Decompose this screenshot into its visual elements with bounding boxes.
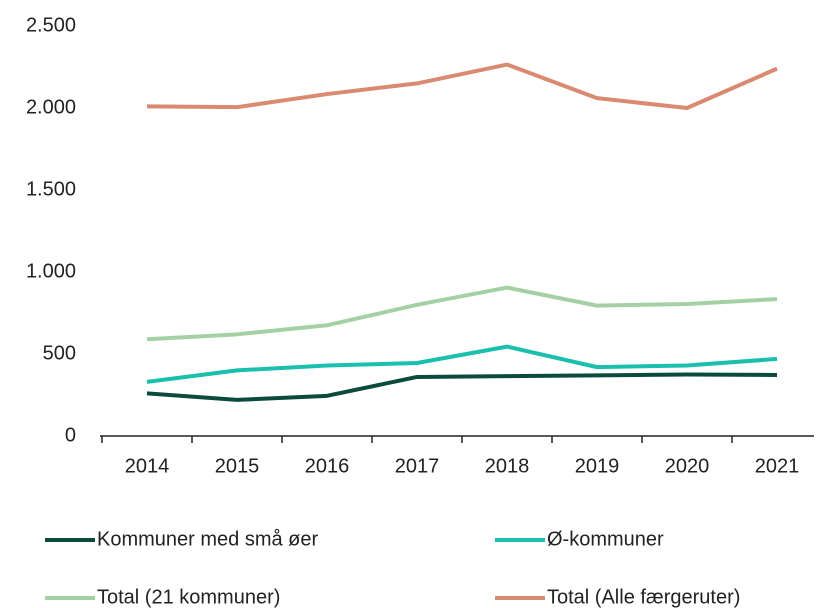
- x-tick-label: 2014: [125, 455, 170, 477]
- y-tick-label: 1.000: [26, 260, 76, 282]
- x-tick-label: 2017: [395, 455, 440, 477]
- legend-label: Kommuner med små øer: [97, 528, 319, 550]
- x-tick-label: 2019: [575, 455, 620, 477]
- series-line: [146, 344, 778, 384]
- legend-label: Ø-kommuner: [547, 528, 664, 550]
- y-tick-label: 2.000: [26, 96, 76, 118]
- series-line: [146, 62, 778, 110]
- y-tick-label: 1.500: [26, 178, 76, 200]
- series-line: [146, 285, 778, 342]
- legend-label: Total (Alle færgeruter): [547, 586, 740, 608]
- x-tick-label: 2020: [665, 455, 710, 477]
- series-line: [146, 372, 778, 402]
- legend-label: Total (21 kommuner): [97, 586, 280, 608]
- x-tick-label: 2021: [755, 455, 800, 477]
- y-tick-label: 0: [65, 424, 76, 446]
- x-tick-label: 2018: [485, 455, 530, 477]
- x-tick-label: 2015: [215, 455, 260, 477]
- y-tick-label: 2.500: [26, 14, 76, 36]
- y-tick-label: 500: [43, 342, 76, 364]
- x-tick-label: 2016: [305, 455, 350, 477]
